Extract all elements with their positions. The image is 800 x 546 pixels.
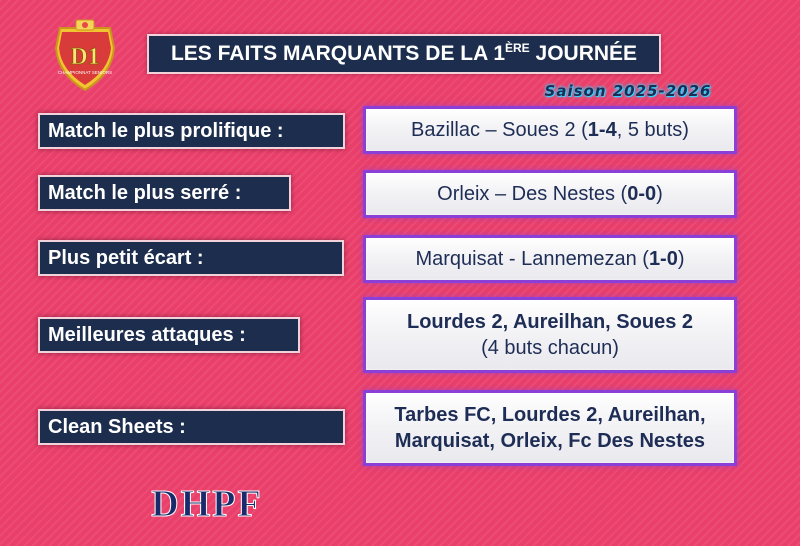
dhpf-logo: DHPF <box>151 483 262 526</box>
title-end: JOURNÉE <box>529 42 638 65</box>
best-attacks-note: (4 buts chacun) <box>481 337 619 359</box>
score: 1-4 <box>587 119 617 141</box>
row-value-tightest-match: Orleix – Des Nestes (0-0) <box>363 170 737 218</box>
clean-sheets-line-1: Tarbes FC, Lourdes 2, Aureilhan, <box>394 404 706 426</box>
row-value-most-prolific: Bazillac – Soues 2 (1-4, 5 buts) <box>363 106 737 154</box>
d1-championship-logo: D1 CHAMPIONNAT SENIORS <box>54 19 116 92</box>
best-attacks-teams: Lourdes 2, Aureilhan, Soues 2 <box>407 311 693 333</box>
row-label-smallest-gap: Plus petit écart : <box>38 240 344 276</box>
clean-sheets-line-2: Marquisat, Orleix, Fc Des Nestes <box>394 430 706 452</box>
score: 1-0 <box>648 248 678 270</box>
svg-text:CHAMPIONNAT SENIORS: CHAMPIONNAT SENIORS <box>58 70 112 75</box>
svg-text:DHPF: DHPF <box>151 483 262 525</box>
row-label-tightest-match: Match le plus serré : <box>38 175 291 211</box>
title-superscript: ÈRE <box>505 41 530 55</box>
svg-text:D1: D1 <box>70 44 99 70</box>
row-value-best-attacks: Lourdes 2, Aureilhan, Soues 2 (4 buts ch… <box>363 297 737 373</box>
title-main: LES FAITS MARQUANTS DE LA 1 <box>170 42 506 65</box>
row-label-clean-sheets: Clean Sheets : <box>38 409 345 445</box>
row-label-most-prolific: Match le plus prolifique : <box>38 113 345 149</box>
score: 0-0 <box>627 183 657 205</box>
row-value-smallest-gap: Marquisat - Lannemezan (1-0) <box>363 235 737 283</box>
row-label-best-attacks: Meilleures attaques : <box>38 317 300 353</box>
season-label: Saison 2025-2026 <box>544 82 712 100</box>
row-value-clean-sheets: Tarbes FC, Lourdes 2, Aureilhan, Marquis… <box>363 390 737 466</box>
page-title: LES FAITS MARQUANTS DE LA 1ÈRE JOURNÉE <box>147 34 661 74</box>
